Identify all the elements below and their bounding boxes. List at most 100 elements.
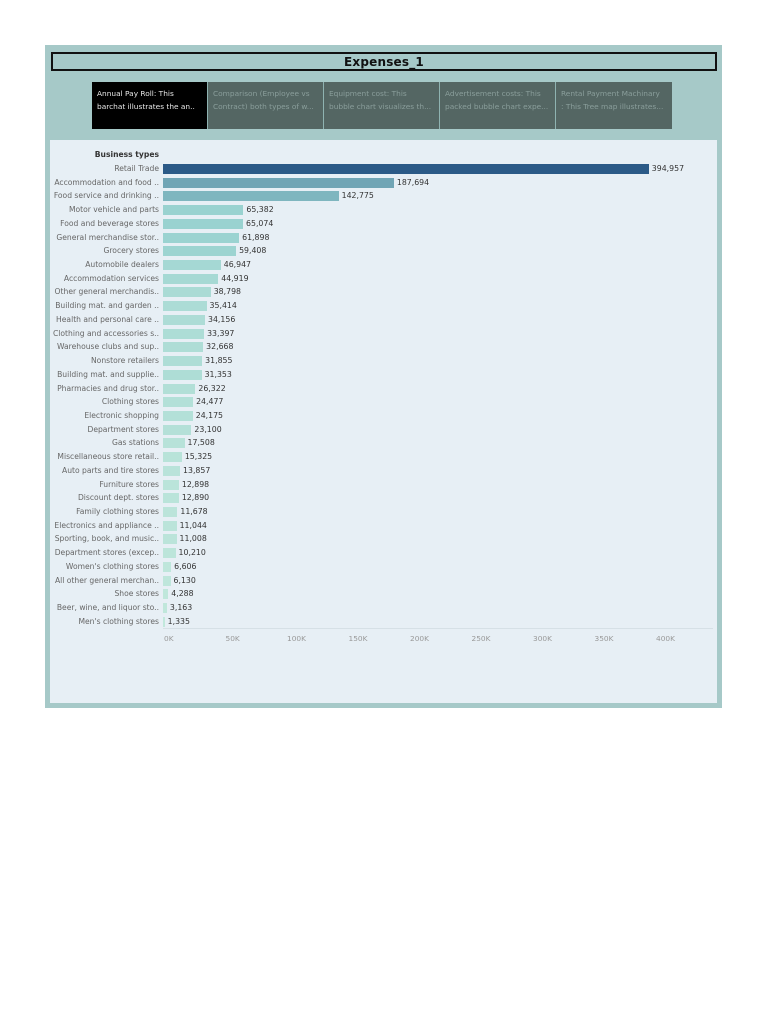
bar-row[interactable]: Men's clothing stores 1,335 [50, 615, 717, 629]
category-label: Clothing and accessories s.. [53, 328, 159, 338]
bar[interactable] [163, 314, 205, 325]
tab-annual-pay-roll[interactable]: Annual Pay Roll: This barchat illustrate… [92, 82, 208, 129]
bar[interactable] [163, 575, 171, 586]
bar[interactable] [163, 177, 394, 188]
bar-row[interactable]: Electronics and appliance .. 11,044 [50, 519, 717, 533]
bar[interactable] [163, 260, 221, 271]
bar-row[interactable]: Automobile dealers 46,947 [50, 258, 717, 272]
value-label: 1,335 [167, 616, 190, 626]
bar[interactable] [163, 301, 207, 312]
bar[interactable] [163, 205, 244, 216]
bar-row[interactable]: Warehouse clubs and sup.. 32,668 [50, 340, 717, 354]
bar[interactable] [163, 493, 179, 504]
bar-row[interactable]: Motor vehicle and parts 65,382 [50, 203, 717, 217]
bar-row[interactable]: Nonstore retailers 31,855 [50, 354, 717, 368]
bar-row[interactable]: Department stores (excep.. 10,210 [50, 546, 717, 560]
category-label: Miscellaneous store retail.. [57, 452, 159, 462]
bar[interactable] [163, 383, 196, 394]
bar[interactable] [163, 328, 205, 339]
bar-row[interactable]: Electronic shopping 24,175 [50, 409, 717, 423]
tab-label-line2: bubble chart visualizes th... [329, 101, 432, 111]
tab-comparison[interactable]: Comparison (Employee vs Contract) both t… [208, 82, 324, 129]
x-tick-label: 350K [594, 634, 614, 643]
bar[interactable] [163, 616, 165, 627]
value-label: 13,857 [183, 465, 211, 475]
bar[interactable] [163, 603, 167, 613]
bar[interactable] [163, 438, 185, 449]
bar[interactable] [163, 191, 339, 202]
category-label: Accommodation services [63, 273, 159, 283]
bar-row[interactable]: Discount dept. stores 12,890 [50, 491, 717, 505]
category-label: Food service and drinking .. [53, 191, 159, 201]
bar[interactable] [163, 397, 194, 408]
value-label: 12,898 [181, 479, 210, 489]
bar[interactable] [163, 561, 172, 572]
bar[interactable] [163, 287, 211, 298]
bar-row[interactable]: Department stores 23,100 [50, 423, 717, 437]
bar[interactable] [163, 506, 178, 517]
x-tick-label: 0K [164, 634, 174, 643]
value-label: 32,668 [206, 342, 234, 352]
bar-row[interactable]: Accommodation and food .. 187,694 [50, 176, 717, 190]
bar[interactable] [163, 369, 202, 380]
bar[interactable] [163, 410, 193, 421]
bar-row[interactable]: Accommodation services 44,919 [50, 272, 717, 286]
tab-equipment-cost[interactable]: Equipment cost: This bubble chart visual… [324, 82, 440, 129]
bar-row[interactable]: Auto parts and tire stores 13,857 [50, 464, 717, 478]
value-label: 15,325 [184, 452, 213, 462]
category-label: Warehouse clubs and sup.. [56, 342, 159, 352]
category-label: General merchandise stor.. [56, 232, 159, 242]
bar-row[interactable]: Health and personal care .. 34,156 [50, 313, 717, 327]
bar[interactable] [163, 520, 177, 531]
bar[interactable] [163, 465, 181, 476]
bar-row[interactable]: Food service and drinking .. 142,775 [50, 189, 717, 203]
bar-row[interactable]: Shoe stores 4,288 [50, 587, 717, 601]
bar-row[interactable]: Building mat. and supplie.. 31,353 [50, 368, 717, 382]
dashboard-frame: Expenses_1 Annual Pay Roll: This barchat… [45, 45, 722, 708]
bar[interactable] [163, 479, 179, 490]
category-label: Men's clothing stores [78, 616, 159, 626]
value-label: 10,210 [178, 548, 206, 558]
bar-row[interactable]: Sporting, book, and music.. 11,008 [50, 532, 717, 546]
bar-row[interactable]: Grocery stores 59,408 [50, 244, 717, 258]
bar-row[interactable]: All other general merchan.. 6,130 [50, 574, 717, 588]
bar[interactable] [163, 548, 176, 559]
bar-row[interactable]: Retail Trade 394,957 [50, 162, 717, 176]
bar-row[interactable]: Clothing stores 24,477 [50, 395, 717, 409]
bar[interactable] [163, 342, 204, 353]
bar[interactable] [163, 273, 219, 284]
bar[interactable] [163, 589, 169, 600]
bar-row[interactable]: Building mat. and garden .. 35,414 [50, 299, 717, 313]
bar[interactable] [163, 246, 237, 257]
bar[interactable] [163, 424, 192, 435]
bar-row[interactable]: Miscellaneous store retail.. 15,325 [50, 450, 717, 464]
value-label: 38,798 [213, 287, 242, 297]
bar[interactable] [163, 356, 203, 367]
category-label: Accommodation and food .. [54, 177, 159, 187]
tab-rental-payment[interactable]: Rental Payment Machinary : This Tree map… [556, 82, 672, 129]
category-label: Building mat. and garden .. [55, 301, 159, 311]
bar-row[interactable]: General merchandise stor.. 61,898 [50, 231, 717, 245]
bar[interactable] [163, 452, 182, 463]
value-label: 65,382 [246, 205, 274, 215]
category-label: Auto parts and tire stores [62, 465, 159, 475]
bar[interactable] [163, 218, 244, 229]
bar-row[interactable]: Furniture stores 12,898 [50, 478, 717, 492]
dashboard-title: Expenses_1 [344, 54, 424, 69]
bar-row[interactable]: Food and beverage stores 65,074 [50, 217, 717, 231]
bar-row[interactable]: Pharmacies and drug stor.. 26,322 [50, 382, 717, 396]
tab-advertisement-costs[interactable]: Advertisement costs: This packed bubble … [440, 82, 556, 129]
category-label: Shoe stores [114, 589, 159, 599]
bar[interactable] [163, 232, 240, 243]
bar-row[interactable]: Family clothing stores 11,678 [50, 505, 717, 519]
bar-row[interactable]: Gas stations 17,508 [50, 436, 717, 450]
bar[interactable] [163, 164, 649, 174]
bar-row[interactable]: Beer, wine, and liquor sto.. 3,163 [50, 601, 717, 615]
bar-row[interactable]: Other general merchandis.. 38,798 [50, 285, 717, 299]
bar[interactable] [163, 534, 177, 545]
value-label: 33,397 [207, 328, 235, 338]
bar-row[interactable]: Women's clothing stores 6,606 [50, 560, 717, 574]
bar-row[interactable]: Clothing and accessories s.. 33,397 [50, 327, 717, 341]
tab-label-line1: Equipment cost: This [329, 89, 407, 98]
value-label: 12,890 [181, 493, 210, 503]
